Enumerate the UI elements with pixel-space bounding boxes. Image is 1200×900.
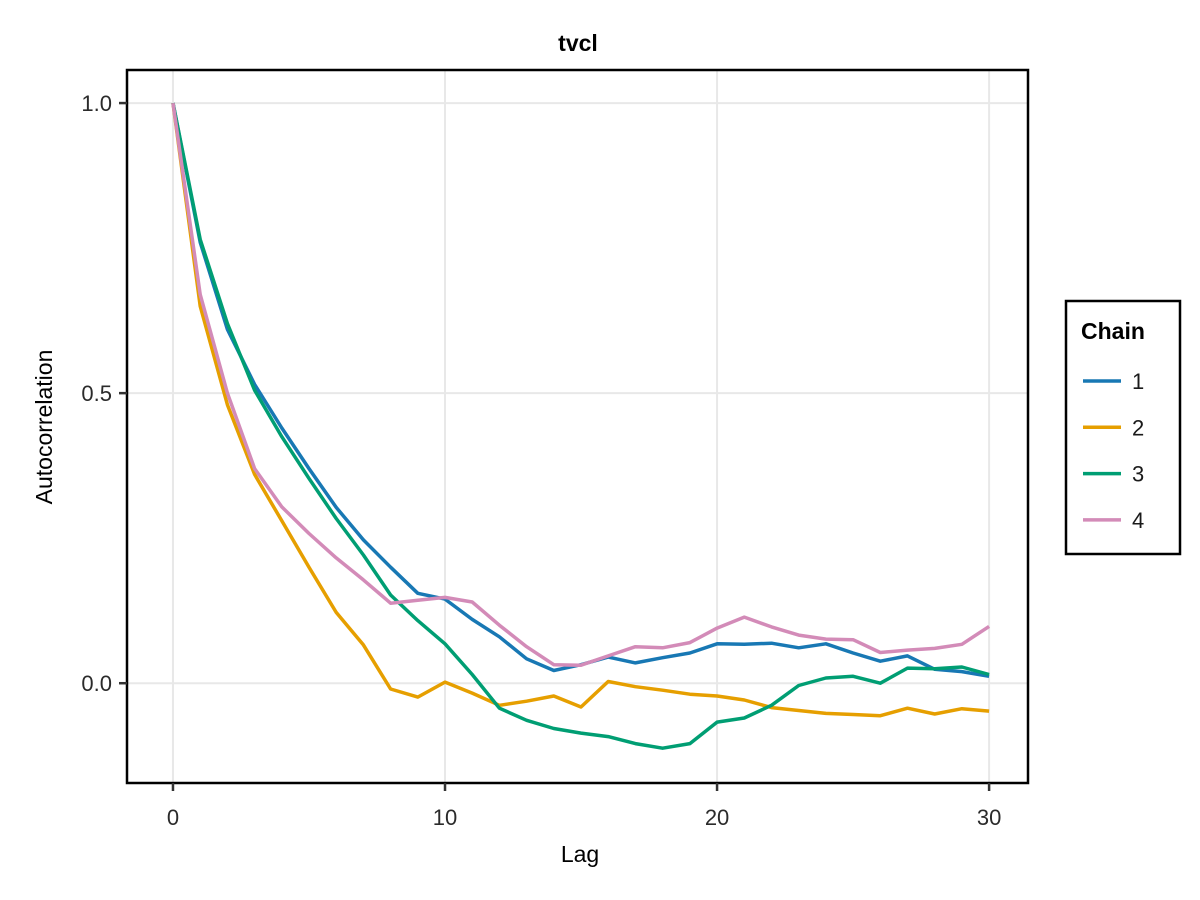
x-axis: 0 10 20 30: [167, 783, 1001, 830]
y-tick-label: 1.0: [81, 91, 112, 116]
legend-label-chain-1: 1: [1132, 369, 1144, 394]
gridlines: [127, 70, 1028, 783]
legend: Chain 1 2 3 4: [1064, 299, 1182, 556]
chain-2-line: [171, 102, 990, 718]
y-tick-label: 0.0: [81, 671, 112, 696]
x-tick-label: 20: [705, 805, 729, 830]
chain-4-line: [171, 102, 991, 667]
x-tick-label: 30: [977, 805, 1001, 830]
plot-border: [125, 68, 1030, 785]
series-lines: [171, 102, 991, 750]
chain-1-line: [171, 102, 990, 679]
legend-title: Chain: [1081, 318, 1145, 344]
y-tick-label: 0.5: [81, 381, 112, 406]
panel-border: [125, 68, 1030, 785]
legend-label-chain-2: 2: [1132, 415, 1144, 440]
plot-title: tvcl: [558, 30, 598, 56]
legend-label-chain-3: 3: [1132, 462, 1144, 487]
chain-3-line: [171, 102, 990, 750]
legend-label-chain-4: 4: [1132, 508, 1144, 533]
x-tick-label: 10: [433, 805, 457, 830]
x-axis-title: Lag: [561, 841, 599, 867]
y-axis: 0.0 0.5 1.0: [81, 91, 127, 696]
y-axis-title: Autocorrelation: [31, 350, 57, 505]
x-tick-label: 0: [167, 805, 179, 830]
